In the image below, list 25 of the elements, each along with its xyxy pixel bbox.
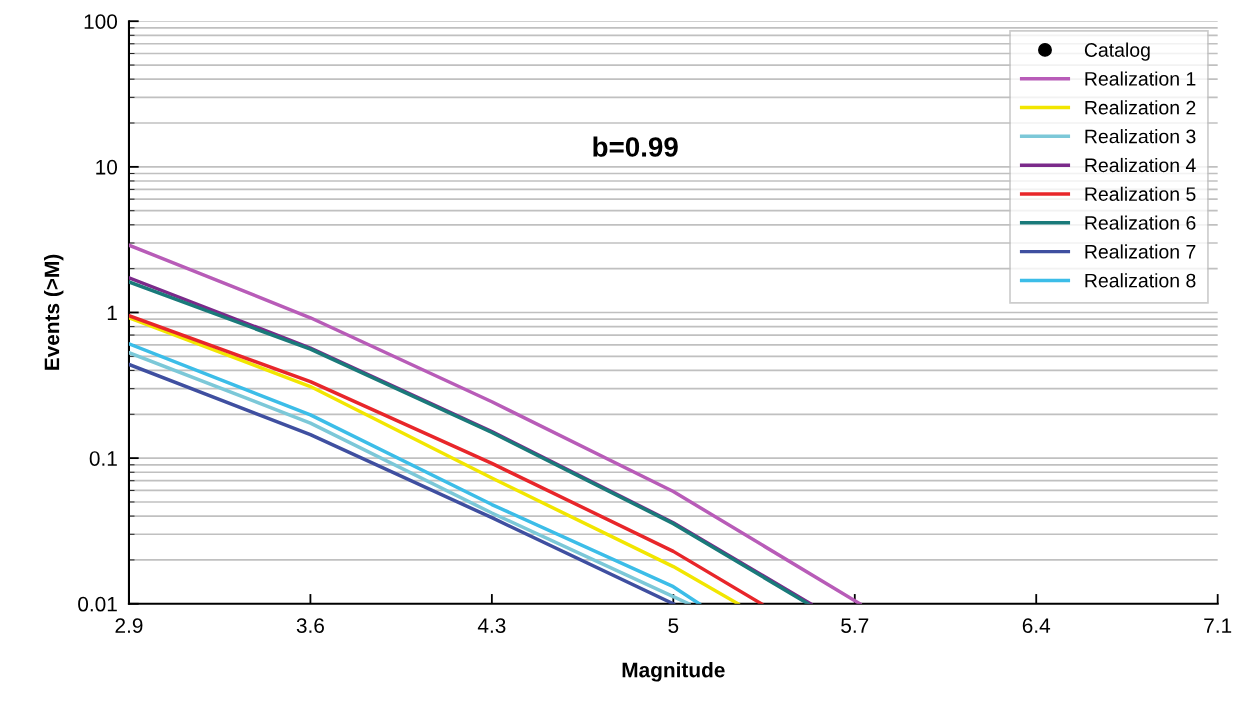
annotation: b=0.99 bbox=[593, 136, 678, 157]
legend-label: Realization 5 bbox=[1085, 186, 1196, 201]
x-tick-label: 6.4 bbox=[1022, 618, 1051, 633]
x-tick-label: 5 bbox=[668, 618, 679, 633]
x-axis-title: Magnitude bbox=[622, 662, 725, 682]
x-tick-label: 2.9 bbox=[115, 618, 143, 633]
y-tick-label: 10 bbox=[96, 159, 118, 175]
legend-label: Realization 1 bbox=[1085, 71, 1196, 86]
legend-label: Realization 3 bbox=[1085, 129, 1196, 144]
x-tick-label: 5.7 bbox=[841, 618, 869, 633]
y-tick-label: 1 bbox=[107, 305, 117, 321]
y-tick-label: 100 bbox=[84, 14, 118, 29]
y-axis-title: Events (>M) bbox=[44, 254, 64, 370]
legend-label: Realization 8 bbox=[1085, 273, 1196, 288]
x-tick-label: 3.6 bbox=[296, 618, 324, 633]
x-tick-label: 7.1 bbox=[1204, 618, 1232, 633]
y-tick-label: 0.1 bbox=[89, 451, 117, 466]
line-series bbox=[128, 243, 862, 604]
legend-label: Catalog bbox=[1084, 42, 1150, 61]
legend-label: Realization 4 bbox=[1085, 157, 1196, 173]
y-tick-label: 0.01 bbox=[78, 596, 117, 612]
x-tick-label: 4.3 bbox=[477, 618, 506, 633]
legend-label: Realization 2 bbox=[1085, 100, 1196, 115]
legend-label: Realization 7 bbox=[1085, 244, 1196, 259]
legend-label: Realization 6 bbox=[1085, 215, 1196, 230]
